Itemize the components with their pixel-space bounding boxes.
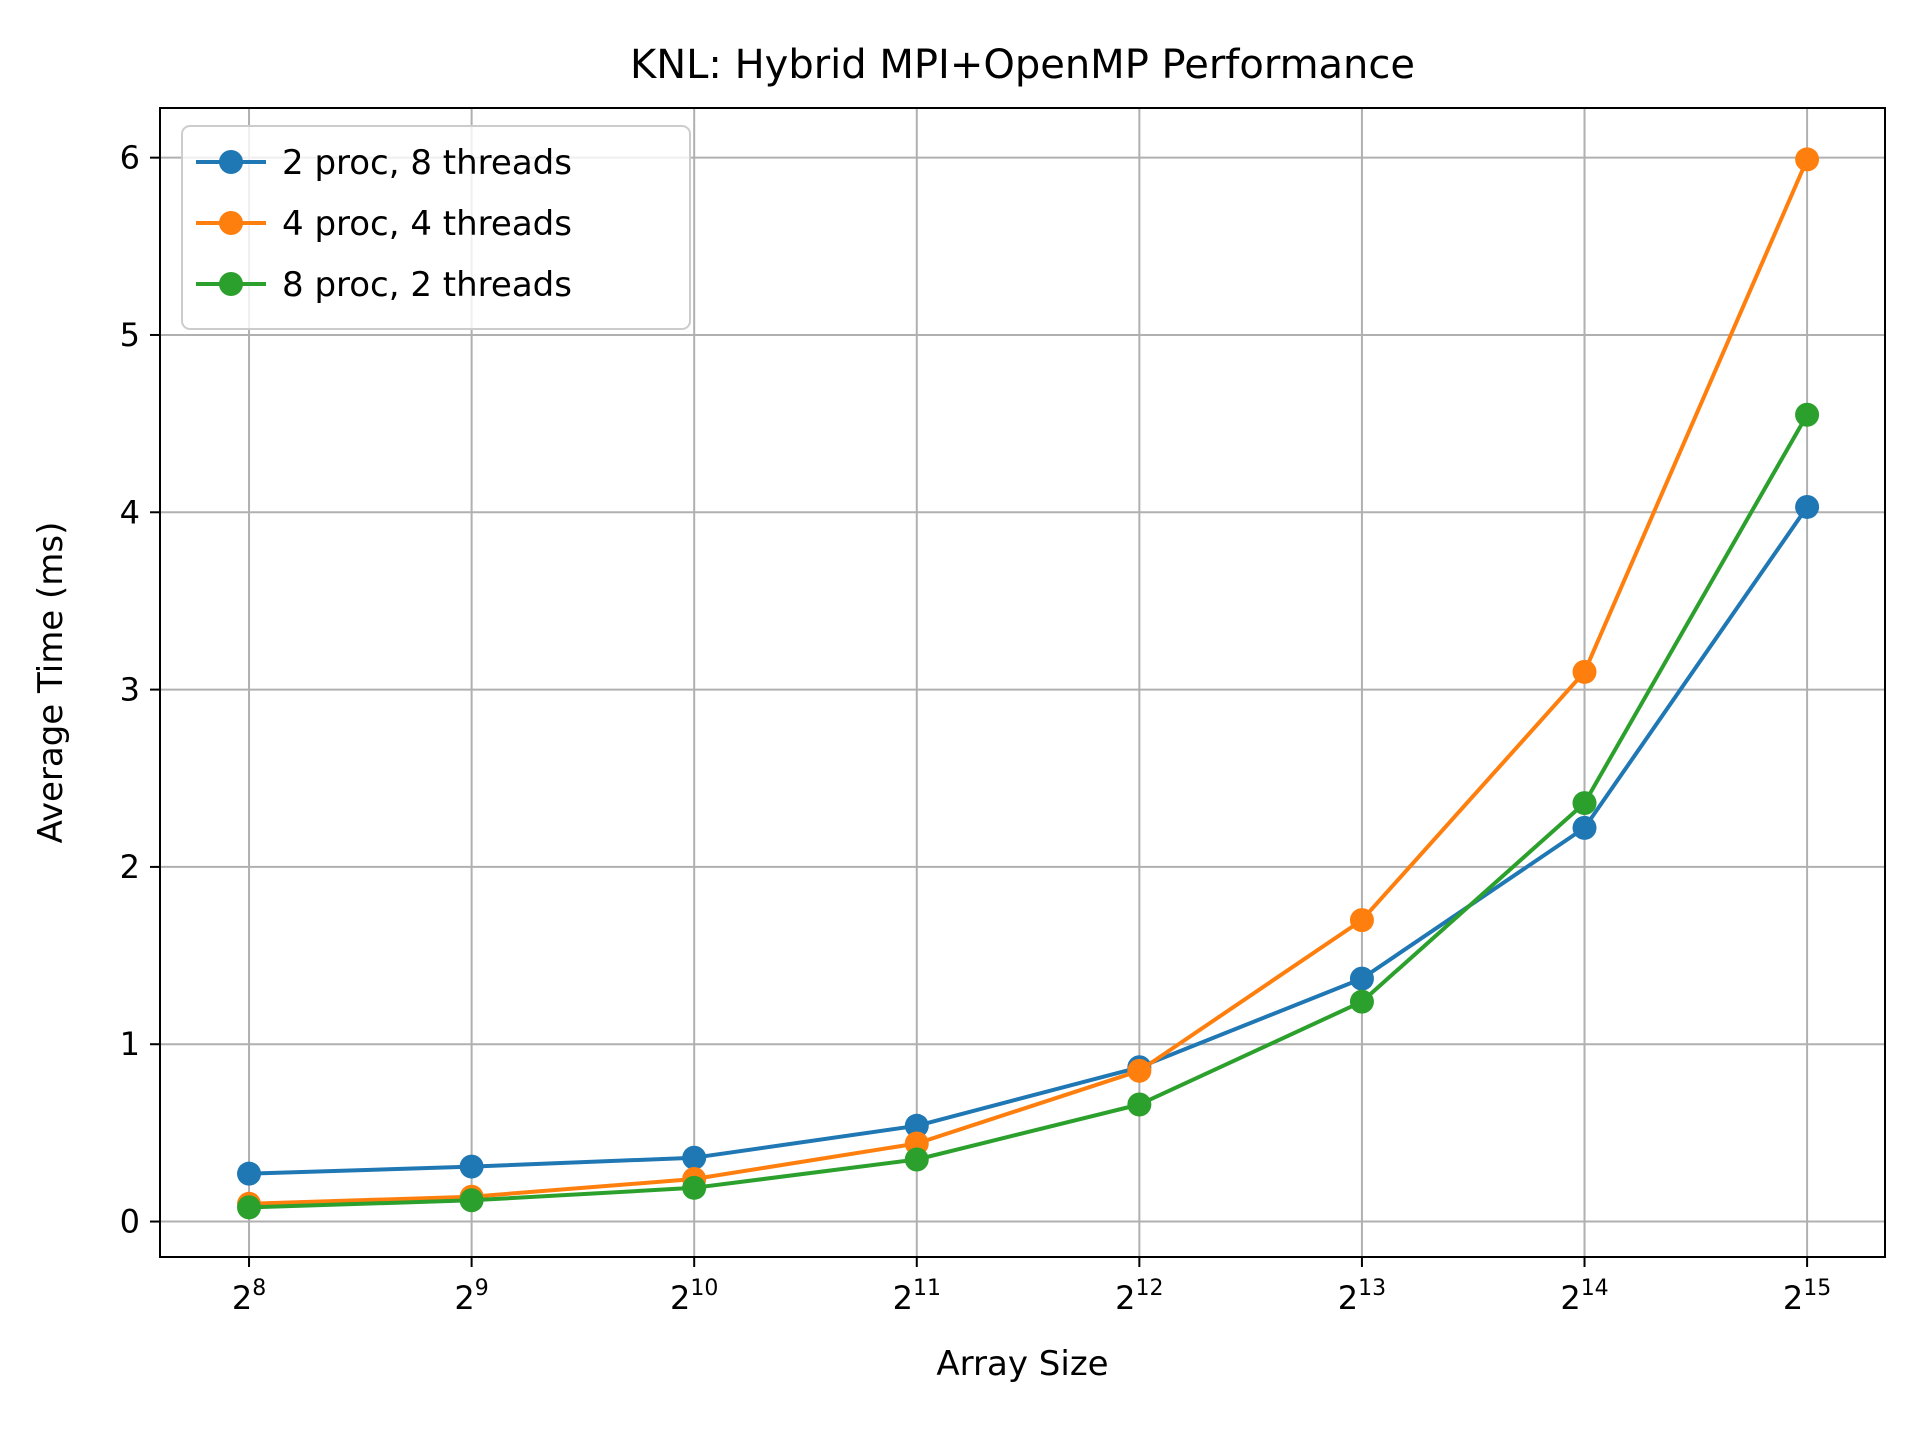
data-point [1572,815,1597,840]
data-point [682,1175,707,1200]
legend-label: 2 proc, 8 threads [282,143,572,183]
y-tick-label: 6 [120,139,140,177]
grid [160,108,1885,1257]
data-point [1572,659,1597,684]
data-point [904,1147,929,1172]
x-axis-label: Array Size [936,1344,1108,1384]
series-line-2 [248,158,1809,1206]
legend-label: 4 proc, 4 threads [282,204,572,244]
data-point [1795,494,1820,519]
data-point [1127,1058,1152,1083]
series-line-1 [248,505,1809,1176]
data-point [237,1195,262,1220]
series-line-3 [248,413,1809,1210]
legend-label: 8 proc, 2 threads [282,265,572,305]
data-point [1349,989,1374,1014]
x-tick-label: 210 [670,1276,718,1317]
legend: 2 proc, 8 threads 4 proc, 4 threads 8 proc… [181,125,691,330]
legend-box [181,125,691,330]
x-tick-label: 28 [232,1276,266,1317]
legend-marker [219,272,243,296]
data-point [237,1161,262,1186]
x-tick-label: 211 [893,1276,941,1317]
data-point [1349,966,1374,991]
data-point [682,1145,707,1170]
data-point [459,1188,484,1213]
y-axis-label: Average Time (ms) [31,522,71,844]
y-axis-ticks: 0 1 2 3 4 5 6 [120,139,160,1241]
legend-marker [219,150,243,174]
chart-title: KNL: Hybrid MPI+OpenMP Performance [630,42,1415,88]
data-point [1795,402,1820,427]
data-point [1572,791,1597,816]
x-tick-label: 29 [454,1276,488,1317]
x-axis-ticks: 28 29 210 211 212 213 214 215 [232,1257,1831,1317]
data-point [1349,908,1374,933]
x-tick-label: 213 [1338,1276,1386,1317]
series-group [237,147,1820,1220]
y-tick-label: 3 [120,671,140,709]
y-tick-label: 1 [120,1025,140,1063]
x-tick-label: 214 [1560,1276,1608,1317]
x-tick-label: 212 [1115,1276,1163,1317]
legend-marker [219,211,243,235]
x-tick-label: 215 [1783,1276,1831,1317]
data-point [904,1113,929,1138]
plot-frame [159,107,1886,1258]
y-tick-label: 5 [120,316,140,354]
y-tick-label: 0 [120,1203,140,1241]
data-point [1795,147,1820,172]
y-tick-label: 2 [120,848,140,886]
data-point [1127,1092,1152,1117]
y-tick-label: 4 [120,493,140,531]
data-point [459,1154,484,1179]
